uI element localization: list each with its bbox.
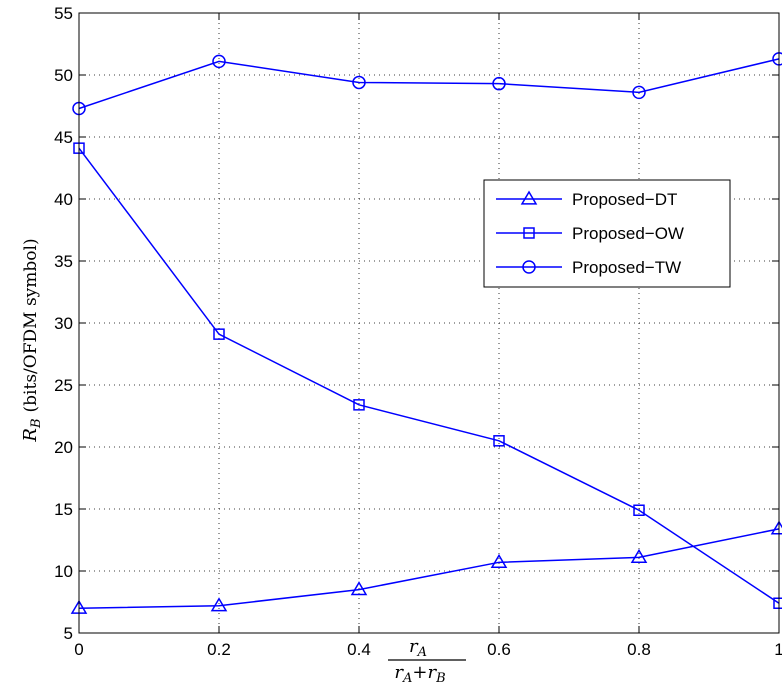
x-tick-label: 0 [74,640,83,659]
series-line [78,147,780,604]
legend-marker-square [523,227,535,239]
y-tick-label: 20 [54,438,73,457]
data-point-triangle [770,520,782,535]
data-point-triangle [490,553,508,568]
data-point-triangle [350,581,368,596]
y-tick-label: 30 [54,314,73,333]
y-tick-label: 40 [54,190,73,209]
legend-entry: Proposed−OW [496,224,684,243]
y-tick-label: 25 [54,376,73,395]
y-tick-label: 35 [54,252,73,271]
data-point-circle [212,54,226,69]
legend-label: Proposed−TW [572,258,681,277]
x-tick-label: 0.2 [207,640,231,659]
series-line [78,528,780,609]
x-tick-label: 0.6 [487,640,511,659]
y-tick-label: 5 [64,624,73,643]
data-point-circle [492,76,506,91]
legend-entry: Proposed−DT [496,190,677,209]
x-tick-label: 0.8 [627,640,651,659]
data-point-circle [632,85,646,100]
series-layer [70,52,782,614]
legend-label: Proposed−OW [572,224,684,243]
legend: Proposed−DT Proposed−OW Proposed−TW [483,179,731,288]
x-tick-label: 1 [774,640,782,659]
y-tick-label: 55 [54,4,73,23]
data-point-square [493,435,505,447]
data-point-square [213,328,225,340]
x-label-denominator: rA+rB [394,662,445,686]
grid-lines [79,13,779,633]
data-point-square [353,399,365,411]
legend-items: Proposed−DT Proposed−OW Proposed−TW [496,190,684,277]
series-line [78,58,780,110]
data-point-triangle [630,548,648,564]
legend-marker-triangle [520,190,538,205]
legend-entry: Proposed−TW [496,258,681,277]
y-tick-label: 10 [54,562,73,581]
data-point-square [633,504,645,516]
series-triangle [70,520,782,614]
y-tick-label: 15 [54,500,73,519]
x-label-numerator: rA [409,636,427,660]
y-tick-label: 50 [54,66,73,85]
y-tick-label: 45 [54,128,73,147]
legend-label: Proposed−DT [572,190,677,209]
x-axis-label: rA rA+rB [388,636,466,686]
data-point-triangle [210,597,228,612]
x-tick-label: 0.4 [347,640,371,659]
legend-marker-circle [522,260,536,274]
y-axis-label: RB(bits/OFDM symbol) [20,238,44,442]
data-point-circle [352,75,366,90]
series-circle [72,52,782,116]
